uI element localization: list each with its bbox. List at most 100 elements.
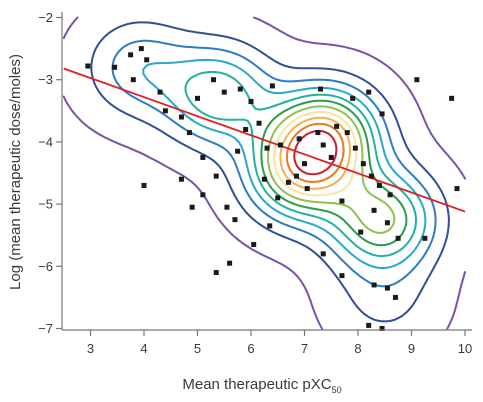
scatter-point — [269, 83, 275, 89]
x-tick-label: 9 — [408, 341, 415, 356]
y-tick-label: −3 — [38, 72, 53, 87]
y-tick-label: −6 — [38, 259, 53, 274]
scatter-point — [376, 182, 382, 188]
tick-labels: 3 4 5 6 7 8 9 10 −2 −3 −4 −5 −6 −7 — [38, 10, 472, 356]
scatter-point — [296, 136, 302, 142]
scatter-point — [358, 229, 364, 235]
scatter-point — [320, 142, 326, 148]
contour-level-4 — [142, 58, 427, 269]
scatter-point — [227, 260, 233, 266]
scatter-point — [138, 46, 144, 52]
scatter-point — [352, 145, 358, 151]
scatter-point — [318, 86, 324, 92]
scatter-point — [320, 251, 326, 257]
scatter-point — [251, 242, 257, 248]
scatter-point — [350, 95, 356, 101]
scatter-point — [285, 179, 291, 185]
scatter-point — [200, 192, 206, 198]
density-contours — [62, 16, 466, 330]
x-tick-label: 10 — [458, 341, 472, 356]
scatter-point — [224, 204, 230, 210]
y-tick-label: −2 — [38, 10, 53, 25]
scatter-point — [248, 98, 254, 104]
scatter-point — [422, 235, 428, 241]
scatter-point — [221, 89, 227, 95]
scatter-point — [195, 95, 200, 101]
x-axis-title-subscript: 50 — [332, 385, 342, 395]
scatter-point — [449, 95, 455, 101]
contour-level-9 — [279, 116, 351, 190]
scatter-point — [261, 176, 267, 182]
scatter-point — [128, 52, 134, 58]
x-tick-label: 4 — [140, 341, 147, 356]
x-tick-label: 8 — [354, 341, 361, 356]
scatter-point — [328, 154, 334, 160]
scatter-point — [454, 186, 460, 192]
scatter-point — [213, 270, 219, 276]
scatter-points — [85, 46, 460, 331]
scatter-point — [366, 89, 372, 95]
scatter-point — [384, 285, 390, 291]
scatter-point — [395, 235, 401, 241]
scatter-point — [232, 217, 238, 223]
scatter-point — [414, 77, 420, 83]
scatter-point — [178, 176, 184, 182]
x-tick-label: 7 — [301, 341, 308, 356]
scatter-point — [237, 86, 243, 92]
y-tick-label: −4 — [38, 134, 53, 149]
scatter-point — [189, 204, 195, 210]
scatter-point — [392, 294, 398, 300]
scatter-point — [371, 282, 377, 288]
x-tick-label: 3 — [87, 341, 94, 356]
axes — [56, 12, 472, 336]
scatter-point — [315, 130, 321, 136]
scatter-point — [368, 173, 374, 179]
regression-line-group — [63, 67, 466, 213]
scatter-point — [200, 154, 206, 160]
contour-level-1 — [62, 16, 466, 330]
scatter-point — [211, 77, 217, 83]
scatter-point — [85, 63, 91, 69]
scatter-point — [235, 148, 241, 154]
scatter-point — [387, 192, 393, 198]
x-tick-label: 5 — [194, 341, 201, 356]
scatter-point — [384, 220, 390, 226]
scatter-point — [360, 161, 366, 167]
scatter-point — [186, 130, 192, 136]
y-axis-title: Log (mean therapeutic dose/moles) — [7, 54, 24, 290]
scatter-point — [334, 123, 340, 129]
contour-level-7 — [267, 105, 396, 234]
scatter-point — [213, 173, 219, 179]
scatter-point — [339, 273, 345, 279]
scatter-point — [157, 89, 163, 95]
scatter-point — [141, 182, 147, 188]
contour-level-5 — [184, 71, 417, 258]
scatter-point — [379, 111, 385, 117]
contour-level-8 — [273, 111, 358, 197]
x-tick-label: 6 — [247, 341, 254, 356]
scatter-point — [264, 145, 270, 151]
scatter-point — [243, 126, 249, 132]
scatter-point — [275, 195, 281, 201]
scatter-point — [112, 64, 118, 70]
scatter-point — [344, 130, 350, 136]
scatter-point — [379, 326, 385, 331]
scatter-point — [256, 120, 262, 126]
y-tick-label: −5 — [38, 197, 53, 212]
scatter-point — [339, 198, 345, 204]
x-axis-title-main: Mean therapeutic pXC — [182, 376, 331, 393]
scatter-point — [366, 322, 372, 328]
scatter-point — [371, 207, 377, 213]
scatter-point — [178, 114, 184, 120]
scatter-point — [277, 142, 283, 148]
scatter-point — [302, 161, 307, 167]
contour-level-2 — [90, 21, 450, 323]
scatter-point — [162, 108, 168, 114]
x-axis-title: Mean therapeutic pXC50 — [182, 376, 341, 395]
scatter-point — [144, 57, 150, 63]
scatter-point — [130, 77, 136, 83]
scatter-point — [293, 173, 299, 179]
scatter-point — [267, 223, 273, 229]
regression-line — [63, 67, 466, 213]
